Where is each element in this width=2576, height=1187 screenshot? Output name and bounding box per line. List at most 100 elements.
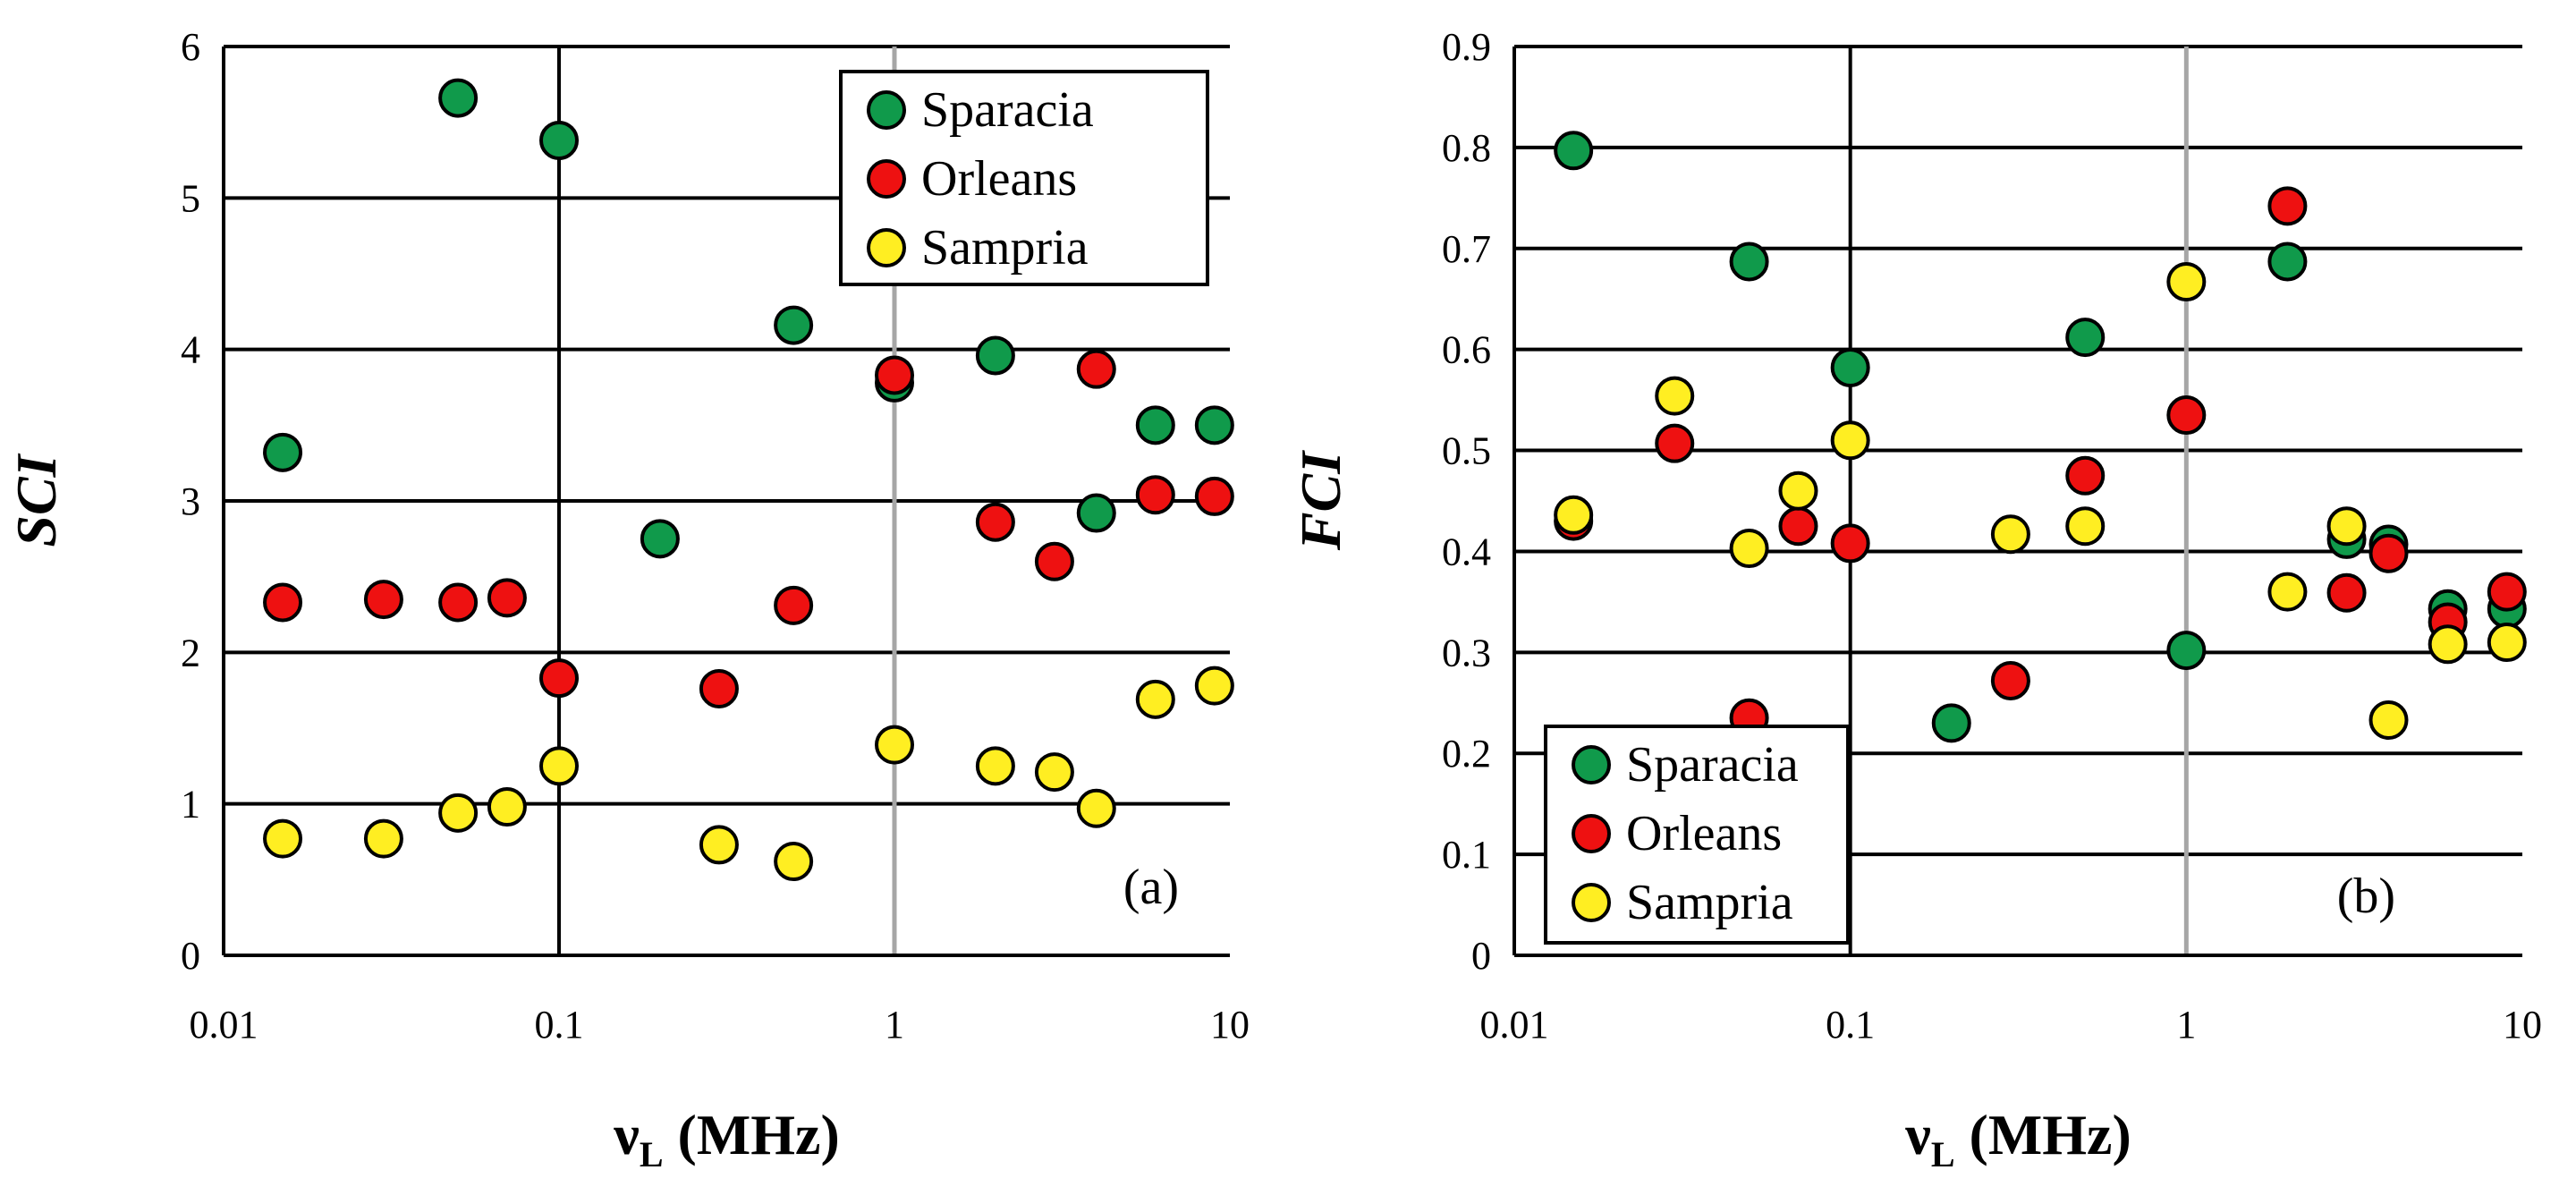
orleans-point: [1655, 423, 1695, 463]
x-tick-label: 0.01: [1480, 1003, 1549, 1047]
sparacia-point: [1830, 347, 1870, 387]
x-axis-label-subscript: L: [1931, 1134, 1955, 1174]
orleans-point: [2326, 572, 2367, 613]
y-tick-label: 0.6: [1442, 328, 1491, 372]
legend-marker: [1572, 745, 1611, 784]
sampria-point: [2428, 624, 2468, 665]
y-tick-label: 1: [181, 783, 200, 827]
sampria-point: [1194, 666, 1234, 706]
x-tick-label: 1: [885, 1003, 904, 1047]
legend-label: Sparacia: [921, 82, 1094, 138]
y-tick-label: 0.2: [1442, 732, 1491, 776]
sampria-point: [1729, 529, 1769, 569]
sparacia-point: [2166, 631, 2207, 671]
sparacia-point: [1076, 493, 1116, 533]
orleans-point: [875, 355, 914, 395]
orleans-point: [2267, 186, 2308, 226]
sampria-point: [263, 818, 303, 859]
orleans-point: [1194, 476, 1234, 516]
y-tick-label: 0.7: [1442, 227, 1491, 271]
orleans-point: [487, 578, 527, 618]
sampria-point: [2166, 262, 2207, 302]
legend-marker: [867, 90, 906, 130]
sparacia-point: [1554, 131, 1594, 171]
x-axis-label-symbol: ν: [1904, 1103, 1931, 1166]
legend-marker: [1572, 883, 1611, 922]
legend-label: Sampria: [921, 220, 1089, 276]
orleans-point: [363, 580, 403, 620]
y-tick-label: 4: [181, 328, 200, 372]
sparacia-point: [1931, 703, 1971, 743]
x-tick-label: 0.01: [190, 1003, 258, 1047]
orleans-point: [1034, 541, 1074, 581]
orleans-point: [539, 658, 579, 699]
panel-tag: (a): [1123, 860, 1179, 915]
panel-b-chart: 0 0.1 0.2 0.3 0.4 0.5 0.6 0.7 0.8 0.9 0.01 0.1 1 10 FC…: [1289, 25, 2542, 1174]
x-axis-label: νL (MHz): [1904, 1103, 2131, 1174]
legend-marker: [867, 159, 906, 199]
sampria-point: [1778, 471, 1818, 511]
sparacia-point: [1729, 242, 1769, 282]
orleans-point: [1076, 349, 1116, 389]
x-axis-label-symbol: ν: [613, 1103, 640, 1166]
sampria-point: [2065, 506, 2106, 547]
y-tick-label: 3: [181, 479, 200, 523]
legend-label: Orleans: [1626, 806, 1782, 861]
y-tick-label: 0: [1471, 934, 1491, 978]
y-tick-label: 0.3: [1442, 631, 1491, 674]
y-tick-label: 0.1: [1442, 833, 1491, 877]
orleans-point: [2065, 455, 2106, 496]
y-axis-label: FCI: [1289, 450, 1352, 551]
orleans-point: [2487, 572, 2527, 612]
sampria-point: [699, 825, 739, 865]
y-tick-label: 0.8: [1442, 126, 1491, 170]
orleans-point: [699, 668, 739, 708]
orleans-point: [2166, 395, 2207, 436]
orleans-point: [774, 585, 814, 625]
sampria-point: [1076, 788, 1116, 828]
sparacia-point: [2065, 318, 2106, 358]
legend-label: Orleans: [921, 151, 1077, 207]
sparacia-point: [1135, 405, 1175, 445]
legend-label: Sampria: [1626, 875, 1793, 930]
y-tick-label: 5: [181, 176, 200, 220]
orleans-point: [263, 582, 303, 623]
sparacia-point: [975, 335, 1015, 376]
sampria-point: [1830, 420, 1870, 461]
orleans-point: [1990, 660, 2030, 700]
panel-tag: (b): [2337, 869, 2395, 924]
sampria-point: [1034, 752, 1074, 793]
sampria-point: [1135, 679, 1175, 719]
sampria-point: [438, 793, 479, 833]
sampria-point: [875, 725, 914, 765]
x-tick-label: 10: [2503, 1003, 2542, 1047]
sampria-point: [2267, 572, 2308, 612]
x-axis-label-subscript: L: [640, 1134, 664, 1174]
legend-marker: [1572, 814, 1611, 853]
x-tick-label: 0.1: [535, 1003, 584, 1047]
sampria-point: [1554, 495, 1594, 535]
sampria-point: [2368, 699, 2409, 740]
sampria-point: [363, 818, 403, 859]
x-tick-label: 1: [2176, 1003, 2196, 1047]
sparacia-point: [539, 120, 579, 160]
sampria-point: [975, 746, 1015, 786]
sampria-point: [1655, 376, 1695, 416]
orleans-point: [438, 582, 479, 623]
y-tick-label: 0.9: [1442, 25, 1491, 69]
orleans-point: [1830, 523, 1870, 564]
x-axis-label: νL (MHz): [613, 1103, 840, 1174]
orleans-point: [1778, 506, 1818, 547]
panel-a-chart: 0 1 2 3 4 5 6 0.01 0.1 1 10 SCI νL (MHz) Sparacia Orle…: [4, 25, 1250, 1174]
x-tick-label: 0.1: [1826, 1003, 1875, 1047]
y-axis-label: SCI: [4, 453, 68, 547]
x-axis-label-unit: (MHz): [664, 1103, 840, 1166]
sparacia-point: [1194, 405, 1234, 445]
orleans-point: [975, 502, 1015, 542]
sparacia-point: [640, 519, 680, 559]
x-tick-label: 10: [1210, 1003, 1250, 1047]
orleans-point: [1135, 475, 1175, 515]
y-tick-label: 0.4: [1442, 530, 1491, 573]
sampria-point: [1990, 514, 2030, 555]
